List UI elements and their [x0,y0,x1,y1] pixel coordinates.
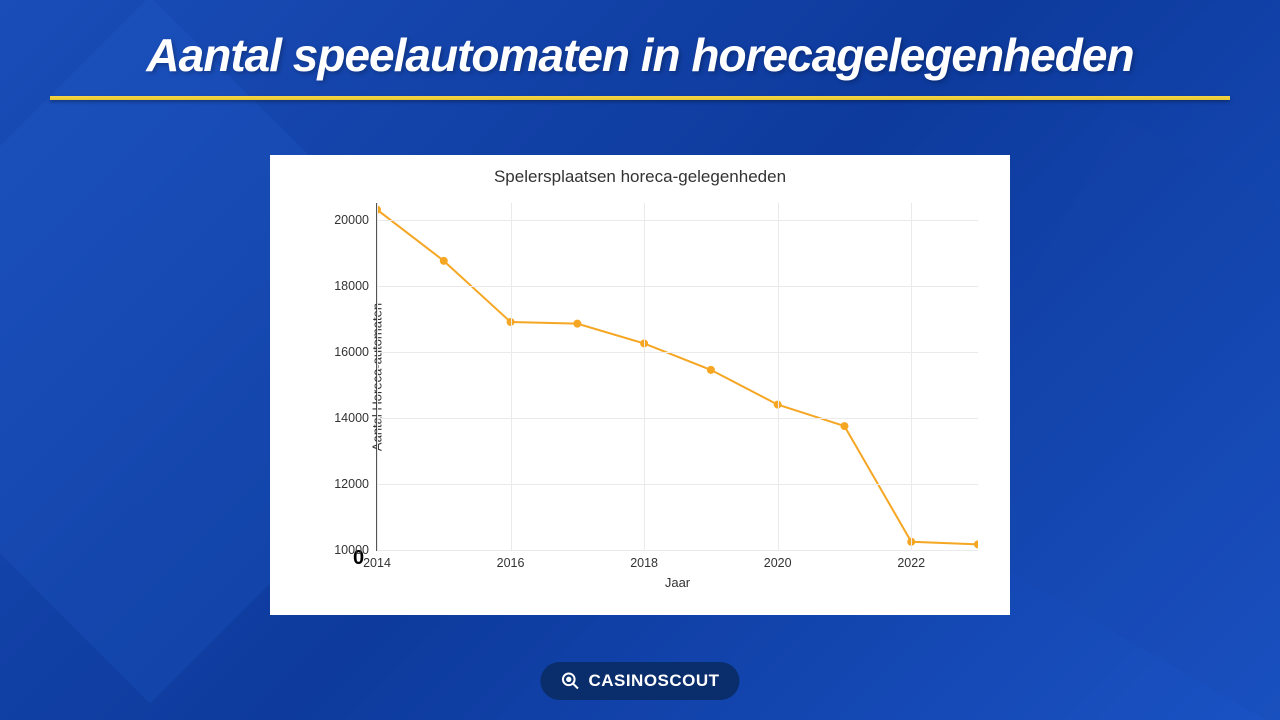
gridline-h [377,286,978,287]
y-tick-label: 12000 [334,477,377,491]
data-marker [707,366,715,374]
y-tick-label: 14000 [334,411,377,425]
gridline-h [377,352,978,353]
series-line [377,210,978,545]
data-marker [440,257,448,265]
page-title: Aantal speelautomaten in horecagelegenhe… [50,28,1230,82]
y-tick-label: 16000 [334,345,377,359]
gridline-v [377,203,378,550]
plot-area: Aantal Horeca-automaten Jaar 0 100001200… [376,203,978,551]
plot-wrap: Aantal Horeca-automaten Jaar 0 100001200… [288,195,992,595]
x-tick-label: 2022 [897,550,925,570]
magnify-icon [560,671,580,691]
line-chart-svg [377,203,978,550]
gridline-v [778,203,779,550]
header-divider [50,96,1230,100]
x-tick-label: 2014 [363,550,391,570]
gridline-h [377,418,978,419]
gridline-h [377,220,978,221]
x-tick-label: 2016 [497,550,525,570]
x-tick-label: 2020 [764,550,792,570]
gridline-h [377,484,978,485]
y-tick-label: 18000 [334,279,377,293]
data-marker [573,320,581,328]
header: Aantal speelautomaten in horecagelegenhe… [0,0,1280,120]
chart-title: Spelersplaatsen horeca-gelegenheden [288,167,992,187]
gridline-v [911,203,912,550]
y-tick-label: 20000 [334,213,377,227]
x-tick-label: 2018 [630,550,658,570]
data-marker [974,540,978,548]
data-marker [840,422,848,430]
gridline-v [644,203,645,550]
gridline-h [377,550,978,551]
brand-text: CASINOSCOUT [588,671,719,691]
x-axis-label: Jaar [665,575,690,590]
chart-panel: Spelersplaatsen horeca-gelegenheden Aant… [270,155,1010,615]
gridline-v [511,203,512,550]
brand-badge: CASINOSCOUT [540,662,739,700]
